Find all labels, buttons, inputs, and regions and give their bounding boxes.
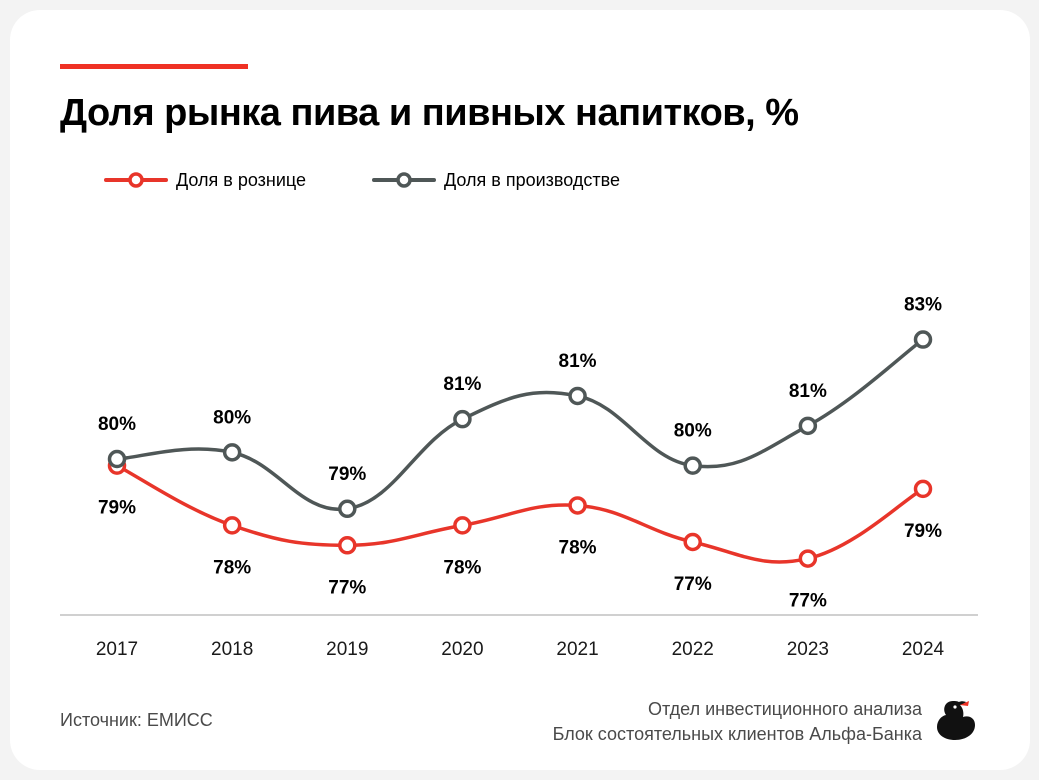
data-label-retail: 77% xyxy=(328,577,366,598)
data-point-retail xyxy=(222,516,242,535)
chart-title: Доля рынка пива и пивных напитков, % xyxy=(60,92,799,134)
legend-line-retail-icon xyxy=(104,172,168,188)
data-point-retail xyxy=(913,479,933,499)
data-label-production: 80% xyxy=(213,407,251,428)
data-point-production xyxy=(338,499,357,519)
data-label-retail: 79% xyxy=(98,498,136,519)
data-point-retail xyxy=(798,549,818,568)
data-point-production xyxy=(798,416,818,436)
data-label-production: 81% xyxy=(559,351,597,372)
x-tick-label: 2019 xyxy=(326,639,368,660)
data-point-production xyxy=(107,449,127,469)
data-label-retail: 77% xyxy=(674,574,712,595)
data-point-production xyxy=(683,456,702,475)
org-line-2: Блок состоятельных клиентов Альфа-Банка xyxy=(552,724,922,744)
data-point-retail xyxy=(453,516,472,535)
legend-item-retail: Доля в рознице xyxy=(104,168,306,192)
series-line-retail xyxy=(115,463,925,564)
data-label-production: 80% xyxy=(674,421,712,442)
org-line-1: Отдел инвестиционного анализа xyxy=(648,699,922,719)
legend-line-production-icon xyxy=(372,172,436,188)
data-label-production: 81% xyxy=(789,381,827,402)
data-label-production: 80% xyxy=(98,414,136,435)
x-tick-label: 2017 xyxy=(96,639,138,660)
data-point-retail xyxy=(568,496,587,515)
x-tick-label: 2023 xyxy=(787,639,829,660)
data-point-production xyxy=(453,409,472,429)
legend-label-retail: Доля в рознице xyxy=(176,169,307,190)
data-label-production: 81% xyxy=(443,374,481,395)
data-label-retail: 78% xyxy=(443,557,481,578)
duck-logo-icon xyxy=(937,701,975,740)
source-note: Источник: ЕМИСС xyxy=(60,710,213,730)
accent-bar xyxy=(60,64,248,69)
data-point-production xyxy=(913,330,933,349)
x-tick-label: 2022 xyxy=(672,639,714,660)
data-label-retail: 77% xyxy=(789,591,827,612)
x-tick-label: 2021 xyxy=(556,639,598,660)
legend-label-production: Доля в производстве xyxy=(444,169,620,190)
data-point-retail xyxy=(683,532,702,552)
data-point-production xyxy=(568,386,587,406)
x-tick-label: 2018 xyxy=(211,639,253,660)
data-point-production xyxy=(222,443,242,462)
data-label-production: 79% xyxy=(328,464,366,485)
org-credit: Отдел инвестиционного анализа Блок состо… xyxy=(553,697,922,747)
data-label-retail: 78% xyxy=(559,537,597,558)
x-tick-label: 2024 xyxy=(902,639,945,660)
data-point-retail xyxy=(338,536,357,555)
series-line-production xyxy=(115,337,925,512)
data-label-retail: 78% xyxy=(213,557,251,578)
x-tick-label: 2020 xyxy=(441,639,483,660)
legend-item-production: Доля в производстве xyxy=(372,168,620,192)
data-label-retail: 79% xyxy=(904,521,942,542)
data-label-production: 83% xyxy=(904,295,942,316)
